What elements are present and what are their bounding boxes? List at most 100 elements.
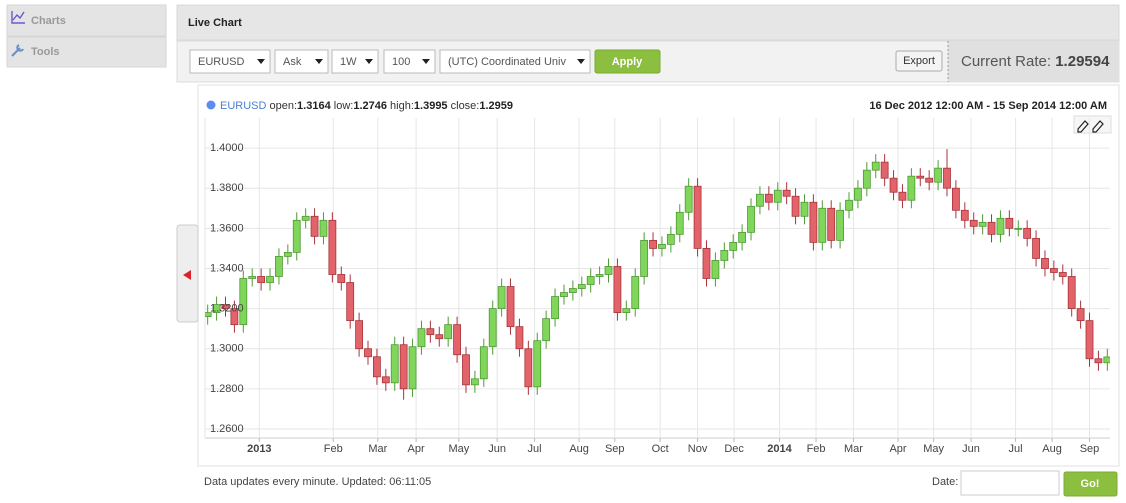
candle-body bbox=[399, 344, 408, 390]
series-dot bbox=[206, 100, 216, 110]
candle-body bbox=[996, 217, 1005, 235]
candle-body bbox=[301, 215, 310, 221]
candle-body bbox=[595, 274, 604, 277]
candle-body bbox=[604, 266, 613, 275]
x-tick-label: Oct bbox=[652, 443, 669, 455]
x-tick-label: Mar bbox=[844, 443, 863, 455]
apply-label: Apply bbox=[612, 56, 643, 68]
current-rate: Current Rate: 1.29594 bbox=[961, 53, 1110, 70]
candle-body bbox=[328, 219, 337, 275]
sidebar: Charts Tools bbox=[6, 4, 167, 68]
candle-body bbox=[666, 233, 675, 245]
candle-body bbox=[631, 276, 640, 309]
sidebar-label: Charts bbox=[31, 15, 66, 27]
candle-body bbox=[212, 304, 221, 314]
x-tick-label: Aug bbox=[1042, 443, 1062, 455]
candle-body bbox=[444, 324, 453, 340]
candle-body bbox=[275, 256, 283, 277]
candle-body bbox=[800, 201, 809, 217]
x-tick-label: May bbox=[923, 443, 944, 455]
candle-body bbox=[827, 207, 836, 241]
candle-body bbox=[756, 193, 764, 207]
candle-body bbox=[969, 219, 978, 227]
candle-body bbox=[943, 167, 951, 189]
export-button[interactable] bbox=[895, 50, 943, 72]
go-button[interactable] bbox=[1063, 471, 1118, 497]
dropdown-arrow bbox=[365, 59, 373, 64]
candle-body bbox=[390, 344, 399, 384]
export-label: Export bbox=[903, 55, 935, 67]
candle-body bbox=[711, 260, 720, 279]
candle-body bbox=[462, 354, 470, 386]
date-label: Date: bbox=[932, 476, 958, 488]
x-tick-label: Feb bbox=[807, 443, 826, 455]
dropdown-value: 1W bbox=[340, 56, 357, 68]
candle-body bbox=[658, 243, 666, 249]
y-tick-label: 1.3200 bbox=[210, 303, 244, 315]
draw-icons bbox=[1077, 120, 1104, 133]
candle-body bbox=[978, 221, 987, 227]
stat-label: high: bbox=[390, 100, 414, 112]
candle-body bbox=[1032, 237, 1040, 259]
dropdown-value: EURUSD bbox=[198, 56, 245, 68]
date-input[interactable] bbox=[960, 470, 1060, 496]
candle-body bbox=[292, 219, 301, 253]
x-tick-label: Apr bbox=[408, 443, 425, 455]
dropdown[interactable] bbox=[331, 49, 379, 74]
x-tick-label: Dec bbox=[724, 443, 744, 455]
candle-body bbox=[764, 193, 773, 203]
sidebar-item[interactable] bbox=[6, 36, 167, 68]
dropdown[interactable] bbox=[274, 49, 329, 74]
candle-body bbox=[845, 199, 853, 211]
chart-frame bbox=[197, 84, 1120, 467]
candle-body bbox=[880, 161, 889, 179]
candle-body bbox=[239, 278, 248, 326]
dropdown[interactable] bbox=[439, 49, 591, 74]
candle-body bbox=[889, 177, 898, 193]
stat-value: 1.3995 bbox=[414, 100, 448, 112]
candle-body bbox=[497, 286, 506, 309]
candle-body bbox=[675, 211, 684, 235]
tools-icon bbox=[11, 44, 24, 57]
x-tick-label: Sep bbox=[1080, 443, 1100, 455]
apply-button[interactable] bbox=[594, 49, 661, 74]
candle-body bbox=[515, 326, 524, 350]
dropdown-arrow bbox=[257, 59, 265, 64]
candle-body bbox=[568, 288, 577, 293]
current-rate-value: 1.29594 bbox=[1055, 53, 1110, 70]
candle-body bbox=[417, 328, 426, 348]
candle-body bbox=[346, 282, 355, 322]
candle-body bbox=[310, 215, 319, 237]
candle-body bbox=[221, 304, 230, 309]
candle-body bbox=[622, 308, 631, 314]
current-rate-box bbox=[948, 41, 1119, 82]
stat-label: low: bbox=[334, 100, 354, 112]
candle-body bbox=[693, 185, 702, 249]
y-tick-label: 1.3400 bbox=[210, 262, 244, 274]
candle-body bbox=[738, 231, 747, 243]
dropdown-arrow bbox=[422, 59, 430, 64]
date-range: 16 Dec 2012 12:00 AM - 15 Sep 2014 12:00… bbox=[869, 100, 1107, 112]
x-tick-label: Aug bbox=[569, 443, 589, 455]
dropdown-arrow bbox=[315, 59, 323, 64]
dropdown[interactable] bbox=[189, 49, 271, 74]
candle-body bbox=[1014, 227, 1023, 230]
candle-body bbox=[907, 175, 916, 201]
candle-body bbox=[355, 320, 363, 350]
candle-body bbox=[854, 187, 862, 201]
candle-body bbox=[205, 312, 212, 318]
stat-value: 1.3164 bbox=[297, 100, 332, 112]
sidebar-item[interactable] bbox=[6, 4, 167, 37]
dropdown[interactable] bbox=[383, 49, 436, 74]
candle-body bbox=[720, 250, 729, 261]
candle-body bbox=[960, 209, 969, 221]
candle-body bbox=[586, 276, 595, 285]
info-line: EURUSD open:1.3164 low:1.2746 high:1.399… bbox=[220, 100, 513, 112]
candle-body bbox=[1041, 258, 1049, 269]
dropdown-value: (UTC) Coordinated Univ bbox=[448, 56, 566, 68]
dropdown-value: Ask bbox=[283, 56, 302, 68]
y-tick-label: 1.2800 bbox=[210, 383, 244, 395]
candle-body bbox=[729, 241, 738, 251]
